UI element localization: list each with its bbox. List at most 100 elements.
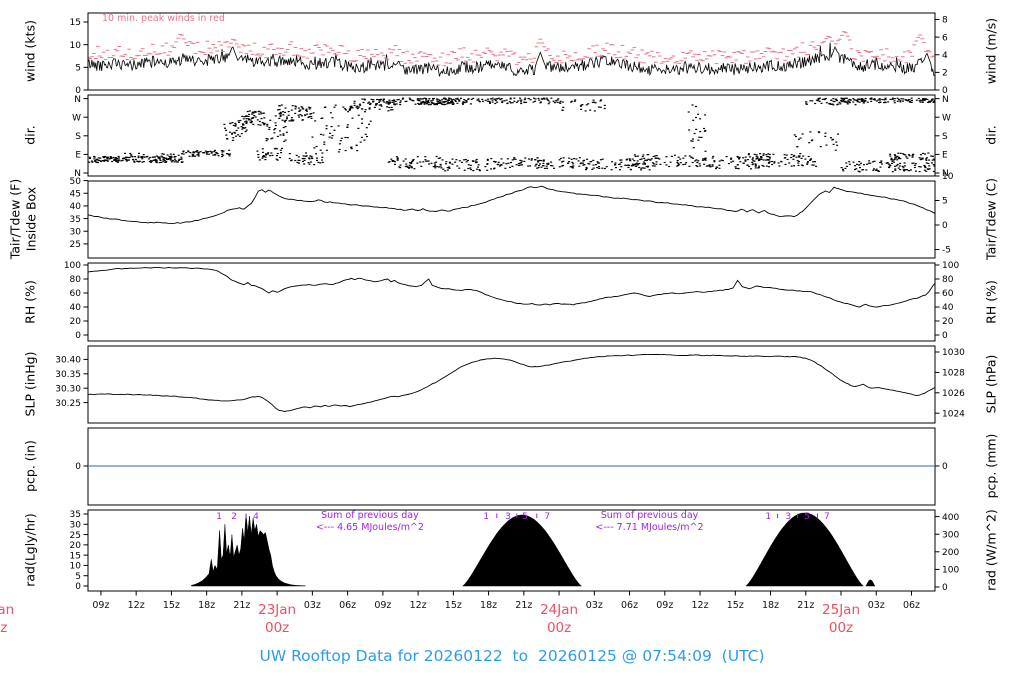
svg-text:15z: 15z: [163, 600, 180, 611]
svg-text:00z: 00z: [829, 620, 853, 636]
svg-text:00z: 00z: [265, 620, 289, 636]
svg-text:E: E: [942, 151, 948, 161]
svg-text:21z: 21z: [797, 600, 814, 611]
svg-text:5: 5: [942, 197, 948, 207]
svg-text:12z: 12z: [128, 600, 145, 611]
wind-right-axis-label: wind (m/s): [983, 17, 999, 85]
dir-right-axis-label: dir.: [983, 125, 999, 145]
svg-text:0: 0: [942, 583, 948, 593]
svg-text:S: S: [75, 132, 81, 142]
svg-text:W: W: [72, 113, 81, 123]
svg-text:Sum of previous day: Sum of previous day: [321, 510, 419, 521]
svg-text:21z: 21z: [515, 600, 532, 611]
svg-text:N: N: [74, 169, 81, 179]
svg-text:03z: 03z: [586, 600, 603, 611]
svg-text:1: 1: [483, 512, 489, 522]
svg-text:12z: 12z: [692, 600, 709, 611]
svg-text:30: 30: [70, 227, 82, 237]
svg-text:0: 0: [75, 462, 81, 472]
svg-text:20: 20: [70, 541, 82, 551]
rad-right-axis-label: rad (W/m^2): [983, 509, 999, 591]
svg-text:400: 400: [942, 513, 959, 523]
svg-text:18z: 18z: [480, 600, 497, 611]
svg-text:12z: 12z: [410, 600, 427, 611]
svg-text:100: 100: [942, 261, 959, 271]
svg-text:22Jan: 22Jan: [0, 602, 14, 618]
svg-text:09z: 09z: [374, 600, 391, 611]
svg-text:-5: -5: [942, 246, 951, 256]
svg-text:00z: 00z: [0, 620, 7, 636]
chart-title: UW Rooftop Data for 20260122 to 20260125…: [259, 647, 765, 665]
pcp-left-axis-label: pcp. (in): [22, 440, 38, 492]
svg-text:5: 5: [522, 512, 528, 522]
svg-text:35: 35: [70, 215, 81, 225]
svg-text:200: 200: [942, 548, 959, 558]
svg-text:40: 40: [70, 202, 82, 212]
svg-text:30.40: 30.40: [55, 356, 81, 366]
rh-series: [88, 266, 935, 308]
svg-text:1: 1: [765, 512, 771, 522]
svg-text:0: 0: [942, 86, 948, 96]
svg-text:35: 35: [70, 510, 81, 520]
svg-text:10: 10: [70, 41, 82, 51]
svg-text:1028: 1028: [942, 369, 965, 379]
svg-text:80: 80: [942, 275, 954, 285]
svg-text:06z: 06z: [903, 600, 920, 611]
time-axis: 22Jan 00z 09z 12z 15z 18z 21z 23Jan 00z 03z 06z 09z…: [0, 591, 920, 636]
svg-text:10: 10: [70, 562, 82, 572]
svg-text:03z: 03z: [868, 600, 885, 611]
svg-text:8: 8: [942, 16, 948, 26]
svg-text:<--- 7.71 MJoules/m^2: <--- 7.71 MJoules/m^2: [595, 522, 703, 533]
svg-text:10: 10: [942, 172, 954, 182]
svg-text:0: 0: [942, 462, 948, 472]
svg-text:5: 5: [75, 572, 81, 582]
axis-ticks: 05101502468NWSENNWSEN253035404550-505100…: [55, 16, 965, 594]
temp-right-axis-label: Tair/Tdew (C): [983, 178, 999, 260]
svg-text:N: N: [74, 95, 81, 105]
svg-text:40: 40: [70, 303, 82, 313]
svg-text:06z: 06z: [621, 600, 638, 611]
svg-text:18z: 18z: [762, 600, 779, 611]
slp-right-axis-label: SLP (hPa): [983, 354, 999, 414]
svg-text:23Jan: 23Jan: [258, 602, 296, 618]
svg-text:N: N: [942, 95, 949, 105]
svg-text:300: 300: [942, 530, 959, 540]
svg-text:30.30: 30.30: [55, 384, 81, 394]
svg-text:0: 0: [75, 86, 81, 96]
peak-wind-markers: [88, 31, 935, 67]
svg-text:60: 60: [70, 289, 82, 299]
svg-text:45: 45: [70, 189, 81, 199]
svg-text:0: 0: [942, 331, 948, 341]
pcp-right-axis-label: pcp. (mm): [983, 433, 999, 499]
svg-text:18z: 18z: [198, 600, 215, 611]
svg-text:<--- 4.65 MJoules/m^2: <--- 4.65 MJoules/m^2: [316, 522, 424, 533]
svg-text:W: W: [942, 113, 951, 123]
svg-text:2: 2: [231, 512, 237, 522]
svg-text:6: 6: [942, 33, 948, 43]
svg-text:1: 1: [216, 512, 222, 522]
svg-text:3: 3: [505, 512, 511, 522]
svg-text:15z: 15z: [727, 600, 744, 611]
svg-text:15: 15: [70, 18, 81, 28]
svg-text:Sum of previous day: Sum of previous day: [601, 510, 699, 521]
temp-left-axis-label-line1: Tair/Tdew (F): [7, 178, 23, 260]
panel-boxes: [87, 12, 936, 592]
rad-series: [191, 512, 876, 587]
svg-text:09z: 09z: [656, 600, 673, 611]
wind-series: [88, 42, 935, 77]
svg-text:N: N: [942, 169, 949, 179]
svg-text:20: 20: [942, 317, 954, 327]
svg-text:80: 80: [70, 275, 82, 285]
rh-left-axis-label: RH (%): [22, 280, 38, 324]
svg-text:30: 30: [70, 520, 82, 530]
peak-winds-annotation: 10 min. peak winds in red: [102, 13, 225, 24]
svg-text:25Jan: 25Jan: [822, 602, 860, 618]
svg-text:24Jan: 24Jan: [540, 602, 578, 618]
svg-text:06z: 06z: [339, 600, 356, 611]
temp-left-axis-label-line2: Inside Box: [23, 186, 38, 252]
svg-text:3: 3: [785, 512, 791, 522]
svg-text:1026: 1026: [942, 389, 965, 399]
svg-text:E: E: [75, 151, 81, 161]
slp-series: [88, 353, 935, 412]
